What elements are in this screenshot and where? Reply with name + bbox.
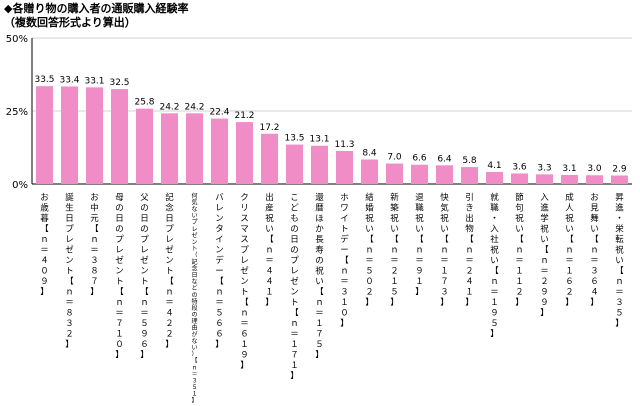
x-tick-label: お見舞い【ｎ＝３６４】 (590, 193, 599, 308)
x-tick-label: 昇進・栄転祝い【ｎ＝３５】 (615, 193, 624, 329)
x-tick-label: 還暦ほか長寿の祝い【ｎ＝１７５】 (315, 192, 324, 360)
y-tick-label: 0% (12, 180, 28, 191)
bar (386, 163, 403, 184)
bar (286, 144, 303, 184)
x-tick-label: 新築祝い【ｎ＝２１５】 (390, 192, 399, 308)
x-tick-label: 成人祝い【ｎ＝１６２】 (565, 192, 574, 308)
x-tick-label: 就職・入社祝い【ｎ＝１９５】 (490, 192, 499, 339)
data-label: 22.4 (209, 108, 229, 118)
x-tick-label: 記念日プレゼント【ｎ＝４２２】 (165, 192, 174, 350)
bar (186, 113, 203, 184)
x-tick-label: こどもの日のプレゼント【ｎ＝１７１】 (290, 193, 299, 381)
x-tick-label: バレンタインデー【ｎ＝５６６】 (215, 193, 224, 350)
x-tick-label: ホワイトデー【ｎ＝３１０】 (340, 193, 349, 329)
bar (411, 164, 428, 184)
x-tick-label: 何気ないプレゼント（記念日などの特段の理由がない）【ｎ＝３５１】 (191, 192, 197, 404)
x-tick-label: 節句祝い【ｎ＝１１２】 (515, 192, 524, 308)
x-tick-label: 結婚祝い【ｎ＝５０２】 (365, 192, 374, 308)
data-label: 33.5 (34, 75, 54, 85)
data-label: 8.4 (362, 148, 377, 158)
x-tick-label: クリスマスプレゼント【ｎ＝６１９】 (240, 193, 249, 371)
x-tick-label: 父の日のプレゼント【ｎ＝５９６】 (140, 193, 149, 360)
data-label: 32.5 (109, 78, 129, 88)
data-label: 6.4 (437, 154, 452, 164)
bar (86, 87, 103, 184)
data-label: 24.2 (159, 102, 179, 112)
y-tick-label: 50% (6, 34, 28, 45)
data-label: 3.3 (537, 163, 551, 173)
data-label: 3.0 (587, 164, 602, 174)
data-label: 11.3 (334, 140, 354, 150)
bar (586, 175, 603, 184)
bar (561, 174, 578, 184)
x-tick-label: お歳暮【ｎ＝４０９】 (40, 193, 49, 297)
x-tick-label: 出産祝い【ｎ＝４４１】 (265, 192, 274, 308)
bar (61, 86, 78, 184)
data-label: 13.1 (309, 135, 329, 145)
x-tick-label: お中元【ｎ＝３８７】 (90, 193, 99, 297)
x-tick-label: 退職祝い【ｎ＝９１】 (415, 192, 424, 297)
bar (236, 122, 253, 184)
data-label: 33.4 (59, 75, 79, 85)
bar (161, 113, 178, 184)
bar (311, 145, 328, 184)
bar (536, 174, 553, 184)
data-label: 6.6 (412, 154, 427, 164)
data-label: 5.8 (462, 156, 477, 166)
bar (211, 118, 228, 184)
bar (336, 151, 353, 184)
bar (511, 173, 528, 184)
data-label: 7.0 (387, 153, 402, 163)
data-label: 33.1 (84, 76, 104, 86)
chart-title: ◆各贈り物の購入者の通販購入経験率 (4, 2, 189, 15)
x-tick-label: 引き出物【ｎ＝２４１】 (465, 193, 474, 308)
bar (611, 175, 628, 184)
bar (136, 108, 153, 184)
y-tick-label: 25% (6, 107, 28, 118)
x-tick-label: 誕生日プレゼント【ｎ＝８３２】 (65, 192, 74, 350)
data-label: 13.5 (284, 134, 304, 144)
x-tick-label: 母の日のプレゼント【ｎ＝７１０】 (115, 193, 124, 360)
bar (486, 172, 503, 184)
data-label: 3.6 (512, 162, 527, 172)
data-label: 24.2 (184, 102, 204, 112)
data-label: 3.1 (562, 164, 576, 174)
bar (361, 159, 378, 184)
x-tick-label: 快気祝い【ｎ＝１７３】 (440, 192, 449, 308)
data-label: 4.1 (487, 161, 501, 171)
data-label: 17.2 (259, 123, 279, 133)
bar (436, 165, 453, 184)
chart-subtitle: （複数回答形式より算出） (4, 16, 136, 29)
bar (461, 167, 478, 184)
data-label: 2.9 (612, 165, 627, 175)
x-tick-label: 入進学祝い【ｎ＝２９９】 (540, 193, 549, 318)
data-label: 21.2 (234, 111, 254, 121)
data-label: 25.8 (134, 98, 154, 108)
bar (261, 133, 278, 184)
bar (111, 89, 128, 184)
bar (36, 86, 53, 184)
